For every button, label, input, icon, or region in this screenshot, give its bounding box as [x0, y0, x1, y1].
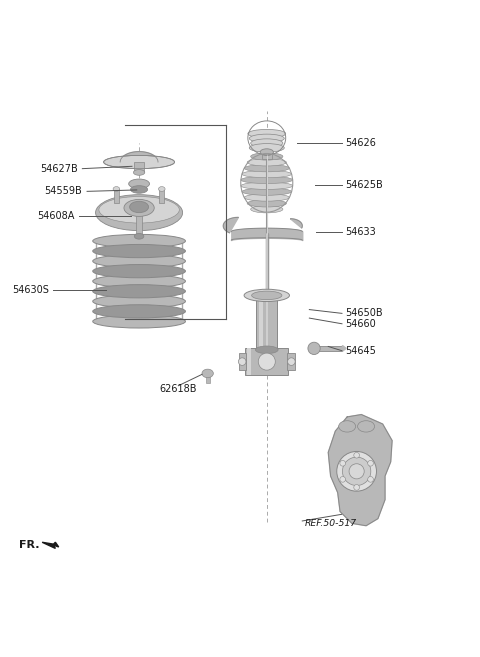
FancyBboxPatch shape — [114, 189, 119, 203]
FancyBboxPatch shape — [159, 189, 164, 203]
Ellipse shape — [99, 196, 180, 223]
FancyBboxPatch shape — [247, 348, 251, 375]
Ellipse shape — [241, 176, 293, 183]
Ellipse shape — [258, 353, 276, 370]
Ellipse shape — [93, 295, 185, 308]
Ellipse shape — [251, 153, 283, 160]
Ellipse shape — [354, 485, 360, 490]
Text: 54660: 54660 — [345, 319, 375, 328]
Ellipse shape — [93, 315, 185, 328]
Ellipse shape — [242, 188, 291, 195]
FancyBboxPatch shape — [287, 353, 295, 370]
Polygon shape — [328, 415, 392, 526]
FancyBboxPatch shape — [259, 296, 264, 350]
Polygon shape — [342, 346, 346, 351]
FancyBboxPatch shape — [136, 212, 143, 237]
Ellipse shape — [130, 201, 148, 213]
Polygon shape — [42, 542, 59, 549]
Ellipse shape — [93, 235, 185, 248]
Ellipse shape — [368, 461, 373, 466]
Ellipse shape — [247, 159, 287, 166]
Ellipse shape — [244, 164, 289, 172]
Ellipse shape — [247, 200, 287, 207]
Ellipse shape — [249, 134, 284, 143]
Ellipse shape — [93, 305, 185, 318]
Text: 54626: 54626 — [345, 138, 376, 148]
Ellipse shape — [239, 358, 246, 365]
Ellipse shape — [158, 187, 165, 191]
Ellipse shape — [241, 182, 293, 189]
FancyBboxPatch shape — [314, 346, 342, 351]
Ellipse shape — [242, 170, 291, 177]
Text: 62618B: 62618B — [159, 384, 197, 394]
Ellipse shape — [308, 342, 320, 355]
Ellipse shape — [252, 291, 282, 300]
FancyBboxPatch shape — [245, 348, 288, 375]
Ellipse shape — [288, 358, 295, 365]
Ellipse shape — [337, 451, 376, 491]
Ellipse shape — [354, 453, 360, 458]
Ellipse shape — [93, 254, 185, 268]
Text: 54630S: 54630S — [12, 284, 49, 295]
Ellipse shape — [113, 187, 120, 191]
Ellipse shape — [129, 179, 149, 189]
Ellipse shape — [248, 129, 286, 138]
Text: 54627B: 54627B — [40, 164, 78, 173]
Text: 54633: 54633 — [345, 227, 375, 237]
FancyBboxPatch shape — [262, 152, 272, 159]
FancyBboxPatch shape — [134, 162, 144, 172]
Text: 54608A: 54608A — [37, 212, 74, 221]
Text: 54625B: 54625B — [345, 180, 383, 191]
Ellipse shape — [131, 186, 148, 193]
Ellipse shape — [93, 244, 185, 258]
Ellipse shape — [133, 170, 145, 175]
Ellipse shape — [93, 265, 185, 278]
Ellipse shape — [349, 464, 364, 479]
Text: 54650B: 54650B — [345, 308, 383, 319]
Polygon shape — [120, 152, 158, 162]
Ellipse shape — [244, 289, 289, 302]
Ellipse shape — [340, 476, 346, 482]
Ellipse shape — [104, 156, 175, 169]
Ellipse shape — [93, 284, 185, 298]
FancyBboxPatch shape — [239, 353, 246, 370]
Ellipse shape — [93, 275, 185, 288]
Text: FR.: FR. — [20, 540, 40, 550]
FancyBboxPatch shape — [206, 373, 210, 383]
Ellipse shape — [202, 369, 213, 378]
Ellipse shape — [244, 194, 289, 201]
FancyBboxPatch shape — [132, 183, 146, 189]
Ellipse shape — [124, 199, 154, 216]
Ellipse shape — [251, 139, 283, 147]
Ellipse shape — [96, 194, 182, 231]
Ellipse shape — [134, 233, 144, 239]
Text: 54559B: 54559B — [45, 187, 83, 196]
FancyBboxPatch shape — [256, 296, 277, 350]
Ellipse shape — [339, 420, 356, 432]
Ellipse shape — [249, 144, 284, 152]
Text: REF.50-517: REF.50-517 — [305, 519, 357, 528]
Ellipse shape — [342, 457, 371, 486]
Ellipse shape — [251, 206, 283, 213]
Ellipse shape — [260, 148, 274, 156]
Ellipse shape — [255, 346, 278, 353]
Ellipse shape — [340, 461, 346, 466]
Polygon shape — [290, 219, 302, 228]
Ellipse shape — [358, 420, 374, 432]
Text: 54645: 54645 — [345, 346, 376, 355]
Ellipse shape — [368, 476, 373, 482]
Polygon shape — [223, 217, 239, 233]
